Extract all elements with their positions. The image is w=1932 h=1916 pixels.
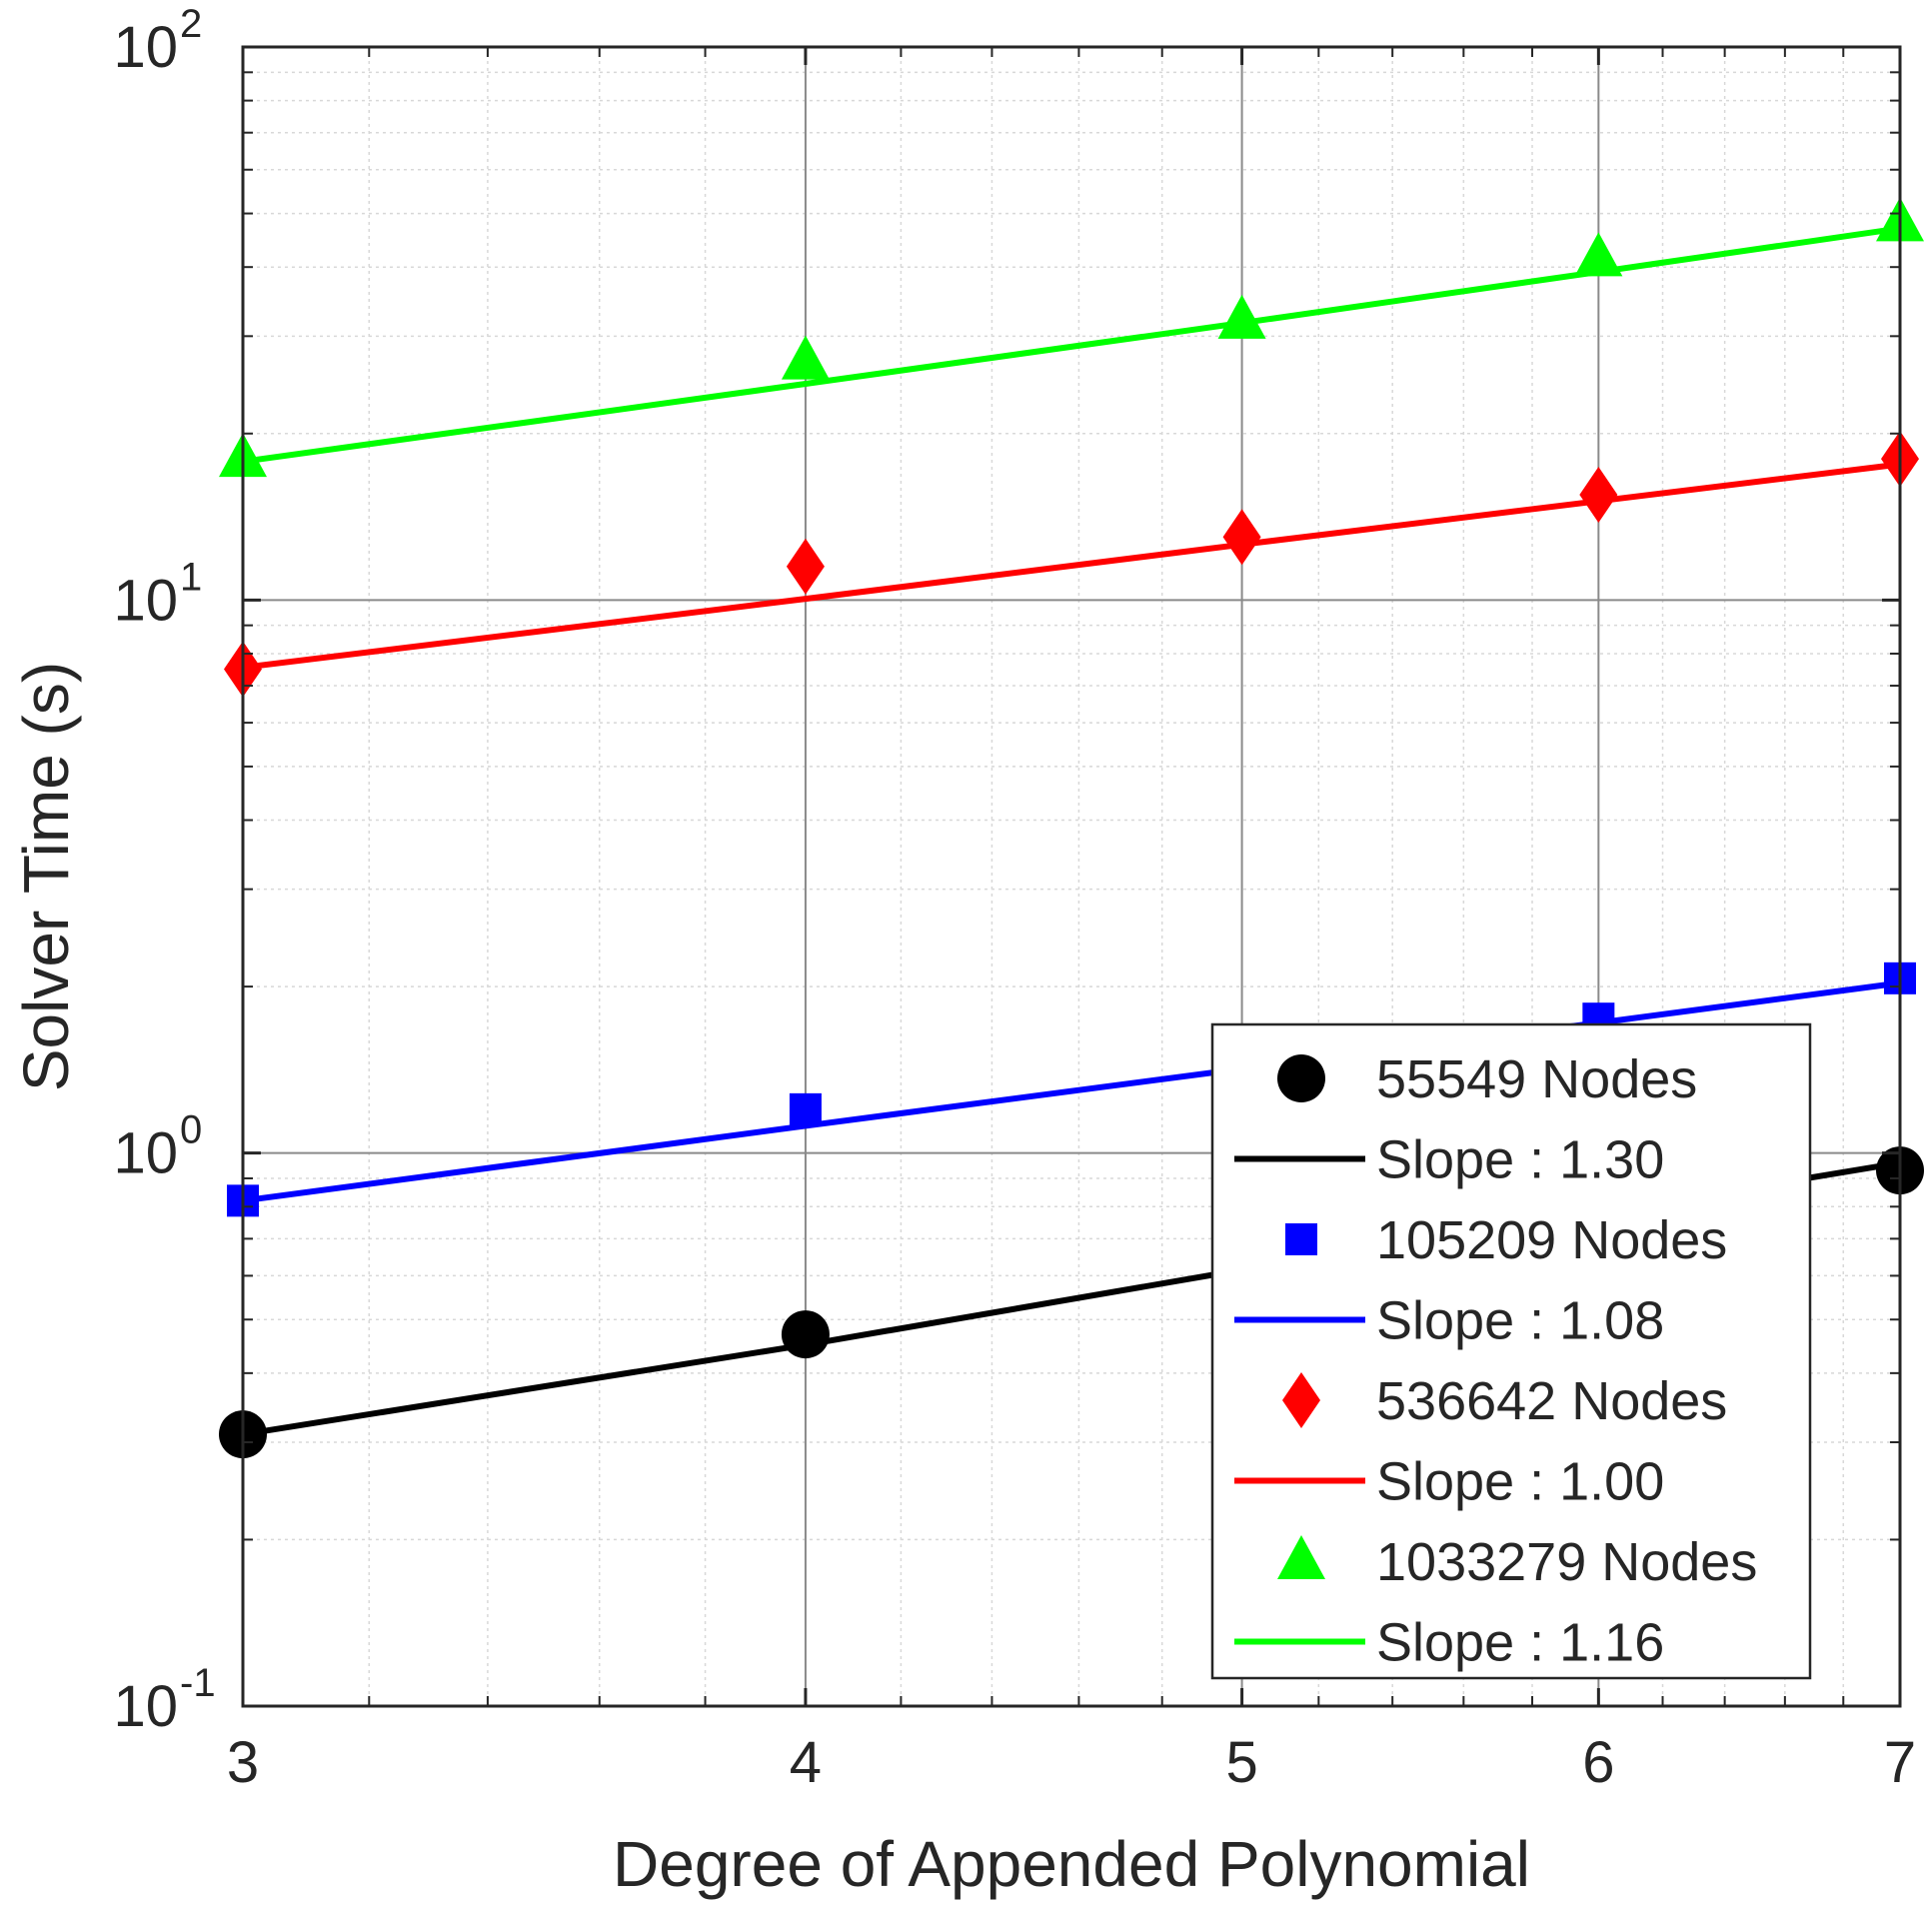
x-tick-label: 5	[1225, 1730, 1257, 1795]
y-tick-exponent: 1	[180, 555, 202, 599]
y-tick-exponent: 0	[180, 1108, 202, 1152]
data-point-series-3	[1579, 467, 1618, 524]
legend-label-fit-2: Slope : 1.08	[1376, 1291, 1664, 1351]
y-tick-label: 10	[113, 1674, 178, 1739]
data-point-series-3	[786, 538, 825, 595]
legend-label-series-3: 536642 Nodes	[1376, 1371, 1727, 1431]
y-tick-exponent: 2	[180, 2, 202, 46]
legend-marker-series-3	[1282, 1372, 1320, 1428]
data-point-series-1	[781, 1310, 830, 1359]
legend-label-series-1: 55549 Nodes	[1376, 1049, 1697, 1109]
legend-label-fit-1: Slope : 1.30	[1376, 1130, 1664, 1190]
x-tick-label: 7	[1884, 1730, 1916, 1795]
legend-label-fit-3: Slope : 1.00	[1376, 1452, 1664, 1512]
y-axis-title: Solver Time (s)	[10, 662, 82, 1091]
legend-label-series-4: 1033279 Nodes	[1376, 1532, 1757, 1592]
data-point-series-4	[1217, 294, 1266, 339]
x-tick-label: 4	[790, 1730, 822, 1795]
legend: 55549 Nodes Slope : 1.30 105209 Nodes Slope…	[1210, 1022, 1812, 1680]
x-tick-label: 6	[1582, 1730, 1614, 1795]
data-point-series-3	[1222, 509, 1261, 566]
y-tick-label: 10	[113, 568, 178, 633]
legend-label-fit-4: Slope : 1.16	[1376, 1613, 1664, 1673]
data-point-series-2	[789, 1092, 822, 1125]
legend-marker-series-4	[1277, 1535, 1325, 1579]
x-axis-title: Degree of Appended Polynomial	[613, 1828, 1530, 1900]
legend-label-series-2: 105209 Nodes	[1376, 1210, 1727, 1270]
x-tick-label: 3	[227, 1730, 259, 1795]
y-tick-label: 10	[113, 1121, 178, 1186]
y-tick-label: 10	[113, 15, 178, 80]
legend-marker-series-2	[1285, 1223, 1317, 1255]
legend-marker-series-1	[1277, 1054, 1325, 1102]
axes	[241, 45, 1902, 1708]
data-point-series-4	[781, 335, 830, 380]
axes-box	[241, 45, 1902, 1708]
y-tick-exponent: -1	[180, 1661, 216, 1705]
data-point-series-4	[1574, 232, 1623, 277]
